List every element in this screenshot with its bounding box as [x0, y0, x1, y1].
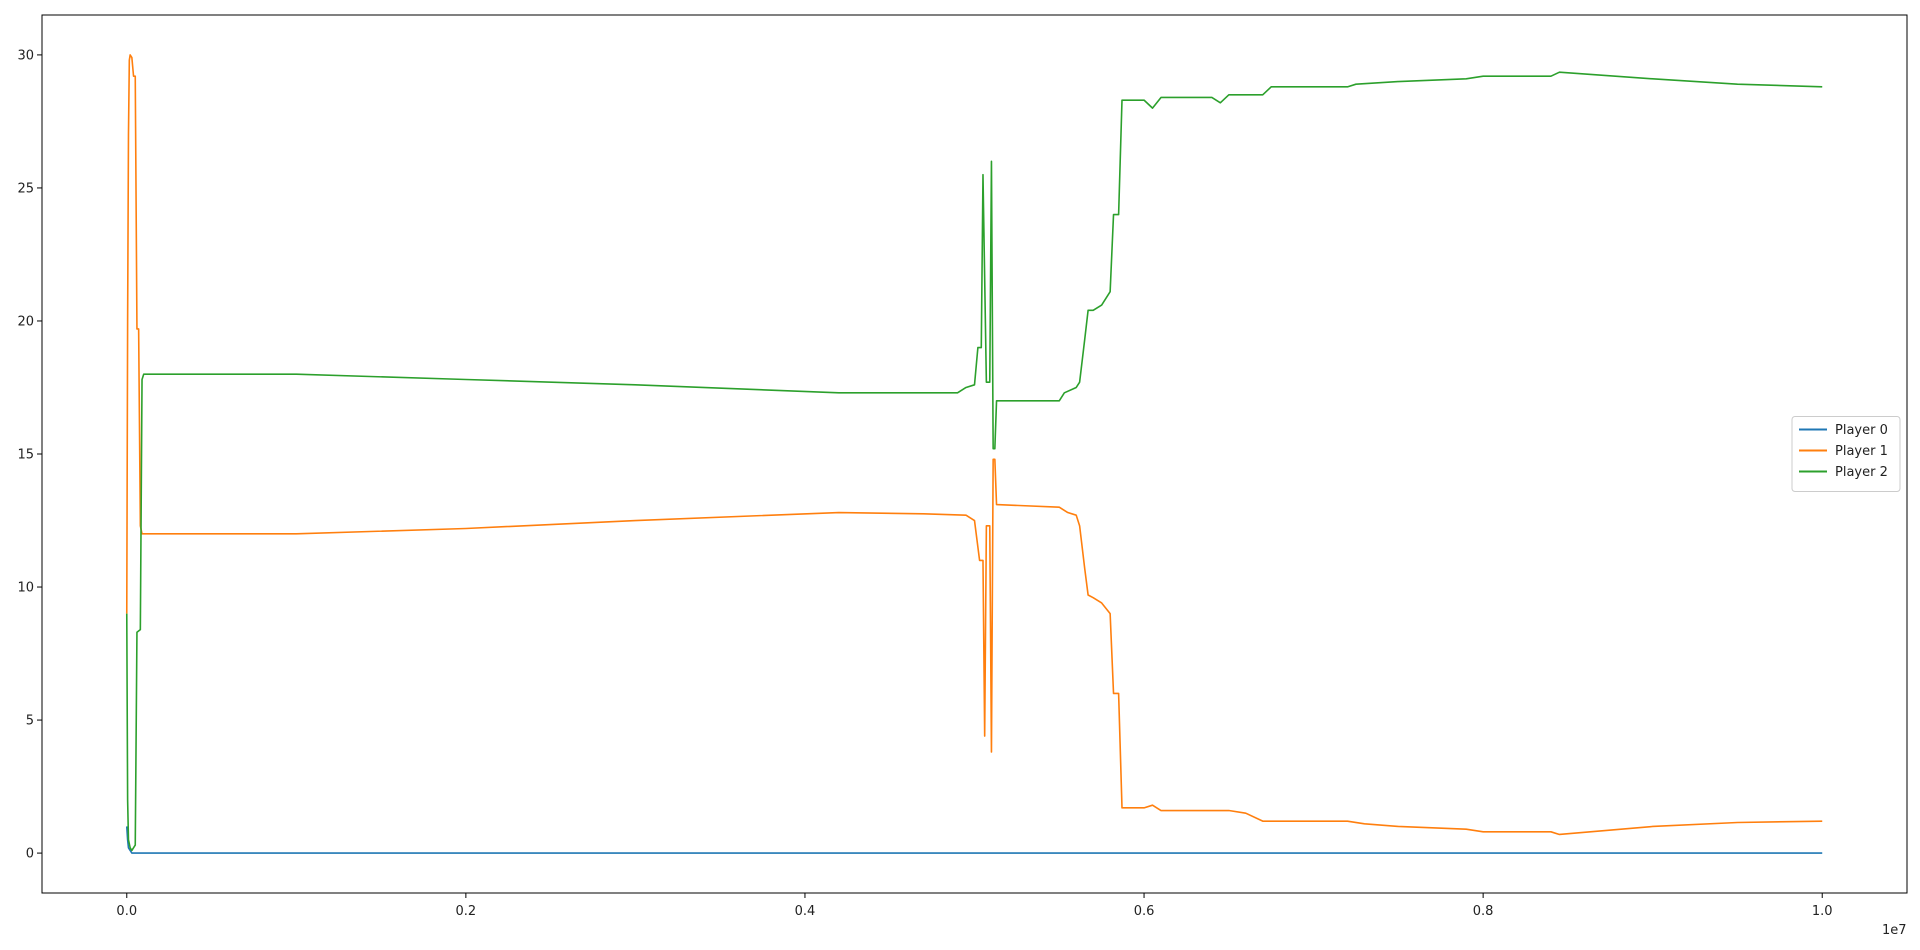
legend-label-1: Player 1 — [1835, 444, 1888, 459]
legend: Player 0 Player 1 Player 2 — [1791, 416, 1901, 492]
y-tick-label-3: 15 — [17, 448, 34, 463]
y-axis: 0 5 10 15 20 25 30 — [17, 48, 42, 862]
series-layer — [125, 54, 1823, 854]
legend-label-0: Player 0 — [1835, 423, 1888, 438]
x-tick-label-4: 0.8 — [1473, 904, 1494, 919]
series-line-1 — [125, 54, 1823, 836]
x-offset-label: 1e7 — [1882, 923, 1907, 938]
y-tick-label-0: 0 — [26, 847, 34, 862]
legend-label-2: Player 2 — [1835, 465, 1888, 480]
x-tick-label-0: 0.0 — [116, 904, 137, 919]
x-axis: 0.0 0.2 0.4 0.6 0.8 1.0 — [116, 893, 1833, 919]
y-tick-label-4: 20 — [17, 314, 34, 329]
y-tick-label-5: 25 — [17, 181, 34, 196]
y-tick-label-1: 5 — [26, 714, 34, 729]
legend-box — [1791, 416, 1901, 492]
x-tick-label-5: 1.0 — [1812, 904, 1833, 919]
x-tick-label-1: 0.2 — [456, 904, 477, 919]
y-tick-label-6: 30 — [17, 48, 34, 63]
plot-area — [42, 15, 1907, 893]
x-tick-label-2: 0.4 — [795, 904, 816, 919]
x-tick-label-3: 0.6 — [1134, 904, 1155, 919]
y-tick-label-2: 10 — [17, 581, 34, 596]
series-line-0 — [125, 826, 1823, 854]
series-line-2 — [125, 71, 1823, 852]
